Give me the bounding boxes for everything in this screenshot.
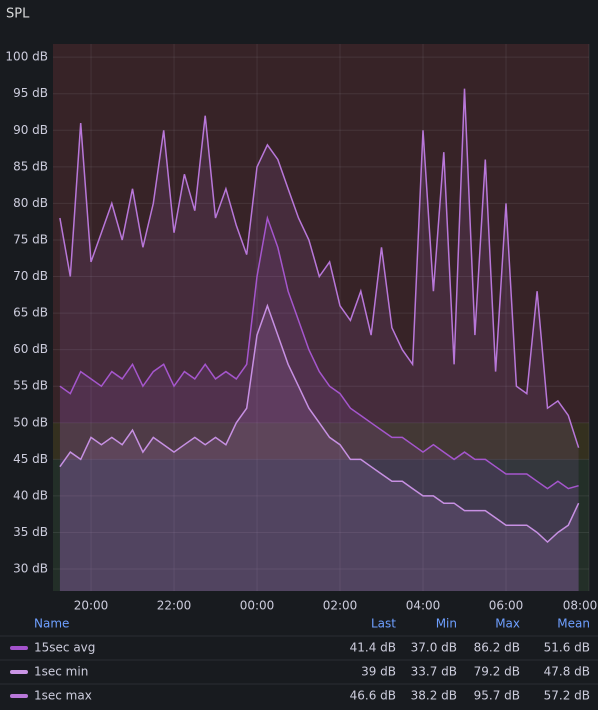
legend-stat: 47.8 dB	[544, 665, 590, 679]
legend-stat: 46.6 dB	[350, 689, 396, 703]
y-tick-label: 55 dB	[13, 379, 48, 393]
y-tick-label: 40 dB	[13, 488, 48, 502]
panel-title: SPL	[6, 7, 30, 22]
x-tick-label: 04:00	[406, 599, 441, 613]
series-area	[59, 305, 579, 591]
threshold-band	[53, 44, 589, 423]
legend-stat: 39 dB	[361, 665, 396, 679]
legend-name: 15sec avg	[34, 641, 95, 655]
series-line	[59, 88, 580, 448]
series-line	[59, 303, 580, 544]
legend-stat: 33.7 dB	[411, 665, 457, 679]
legend-name: 1sec min	[34, 665, 88, 679]
y-tick-label: 35 dB	[13, 525, 48, 539]
y-tick-label: 90 dB	[13, 123, 48, 137]
legend-stat: 38.2 dB	[411, 689, 457, 703]
legend-header: Max	[495, 617, 520, 631]
y-tick-label: 80 dB	[13, 196, 48, 210]
threshold-band	[53, 422, 589, 460]
x-tick-label: 22:00	[157, 599, 192, 613]
y-tick-label: 30 dB	[13, 562, 48, 576]
legend-stat: 95.7 dB	[474, 689, 520, 703]
x-tick-label: 02:00	[323, 599, 358, 613]
legend-header: Mean	[557, 617, 590, 631]
y-tick-label: 85 dB	[13, 159, 48, 173]
x-tick-label: 08:00	[563, 599, 598, 613]
y-tick-label: 45 dB	[13, 452, 48, 466]
legend-stat: 37.0 dB	[411, 641, 457, 655]
legend-stat: 51.6 dB	[544, 641, 590, 655]
legend-header: Last	[371, 617, 396, 631]
legend-header: Min	[436, 617, 457, 631]
legend-stat: 57.2 dB	[544, 689, 590, 703]
y-tick-label: 100 dB	[5, 50, 48, 64]
x-tick-label: 06:00	[489, 599, 524, 613]
legend-stat: 41.4 dB	[350, 641, 396, 655]
legend-stat: 79.2 dB	[474, 665, 520, 679]
x-tick-label: 20:00	[74, 599, 109, 613]
y-tick-label: 75 dB	[13, 232, 48, 246]
series-line	[59, 215, 579, 490]
legend-stat: 86.2 dB	[474, 641, 520, 655]
y-tick-label: 70 dB	[13, 269, 48, 283]
y-tick-label: 50 dB	[13, 415, 48, 429]
y-tick-label: 65 dB	[13, 306, 48, 320]
threshold-band	[53, 459, 589, 591]
y-tick-label: 60 dB	[13, 342, 48, 356]
series-area	[59, 88, 579, 591]
x-tick-label: 00:00	[240, 599, 275, 613]
series-area	[59, 218, 579, 591]
legend-header: Name	[34, 617, 69, 631]
y-tick-label: 95 dB	[13, 86, 48, 100]
legend-name: 1sec max	[34, 689, 92, 703]
